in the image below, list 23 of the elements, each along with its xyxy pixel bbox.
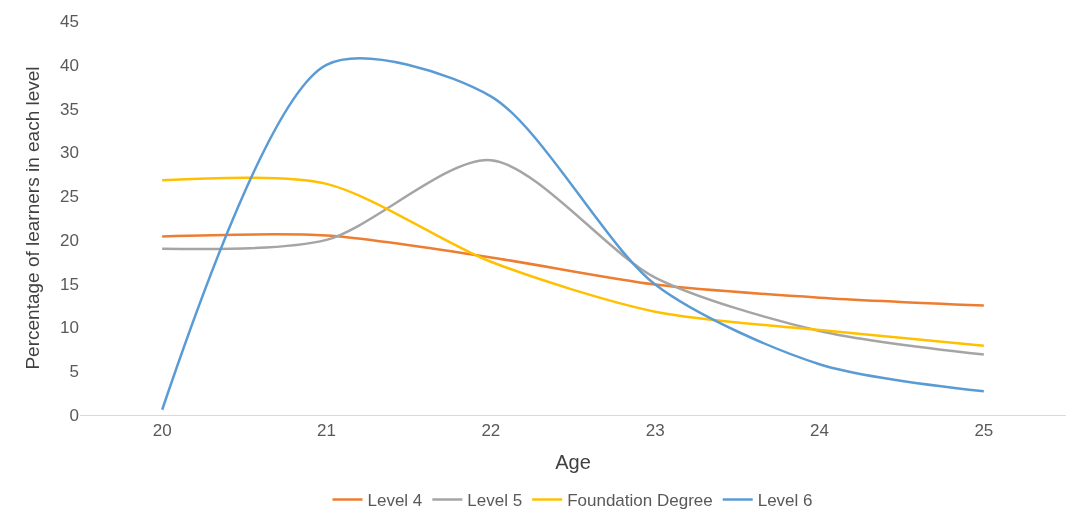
y-tick-label: 40 <box>60 55 79 75</box>
y-tick-label: 20 <box>60 230 79 250</box>
legend-label: Level 4 <box>367 491 423 511</box>
y-tick-label: 5 <box>69 362 79 382</box>
x-tick-label: 25 <box>974 421 994 441</box>
y-axis-title: Percentage of learners in each level <box>21 66 43 370</box>
legend-label: Level 6 <box>757 491 813 511</box>
line-series <box>160 233 986 307</box>
y-tick-label: 25 <box>60 187 79 207</box>
legend-label: Foundation Degree <box>567 491 713 511</box>
y-tick-label: 0 <box>69 405 79 425</box>
legend-label: Level 5 <box>467 491 523 511</box>
y-tick-label: 45 <box>60 11 79 31</box>
x-tick-label: 21 <box>317 421 336 441</box>
x-axis-title: Age <box>555 450 591 473</box>
y-tick-label: 35 <box>60 99 79 119</box>
x-tick-label: 24 <box>810 421 829 441</box>
x-tick-label: 22 <box>481 421 501 441</box>
y-tick-label: 30 <box>60 143 79 163</box>
x-tick-label: 20 <box>152 421 172 441</box>
y-tick-label: 15 <box>60 274 79 294</box>
x-tick-label: 23 <box>645 421 665 441</box>
y-tick-label: 10 <box>60 318 79 338</box>
